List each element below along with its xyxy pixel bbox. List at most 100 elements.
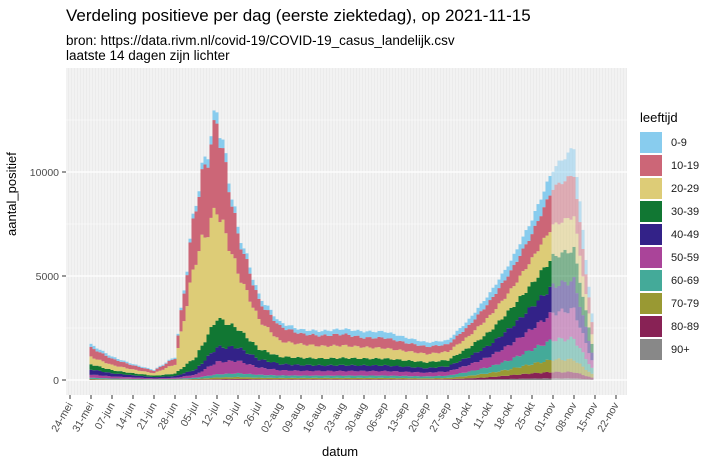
bar-segment [479, 324, 483, 340]
bar-segment [584, 294, 588, 311]
bar-segment [353, 345, 357, 358]
bar-segment [584, 310, 588, 327]
bar-segment [230, 345, 234, 361]
bar-segment [203, 378, 207, 380]
bar-segment [254, 367, 258, 375]
bar-segment [362, 378, 366, 380]
bar-segment [563, 181, 567, 219]
bar-segment [263, 377, 267, 380]
bar-segment [224, 361, 228, 374]
bar-segment [443, 351, 447, 361]
bar-segment [470, 362, 474, 371]
bar-segment [305, 370, 309, 376]
bar-segment [581, 352, 585, 367]
bar-segment [230, 377, 234, 380]
bar-segment [407, 338, 411, 344]
bar-segment [518, 296, 522, 318]
bar-segment [212, 110, 216, 121]
bar-segment [428, 367, 432, 373]
bar-segment [287, 341, 291, 357]
bar-segment [491, 313, 495, 330]
bar-segment [530, 351, 534, 365]
bar-segment [125, 372, 129, 375]
bar-segment [356, 379, 360, 380]
bar-segment [449, 370, 453, 375]
bar-segment [386, 378, 390, 380]
bar-segment [152, 370, 156, 371]
bar-segment [293, 332, 297, 345]
bar-segment [560, 308, 564, 339]
bar-segment [371, 370, 375, 376]
bar-segment [590, 377, 594, 380]
bar-segment [545, 199, 549, 236]
bar-segment [539, 199, 543, 217]
bar-segment [191, 370, 195, 376]
bar-segment [461, 366, 465, 373]
bar-segment [209, 327, 213, 354]
bar-segment [122, 378, 126, 380]
bar-segment [281, 364, 285, 371]
bar-segment [116, 366, 120, 372]
bar-segment [380, 377, 384, 380]
legend-label: 50-59 [671, 251, 700, 264]
bar-segment [467, 371, 471, 376]
bar-segment [95, 365, 99, 371]
bar-segment [188, 242, 192, 283]
bar-segment [323, 379, 327, 380]
bar-segment [563, 218, 567, 250]
bar-segment [260, 324, 264, 351]
bar-segment [470, 375, 474, 379]
bar-segment [569, 219, 573, 253]
bar-segment [515, 249, 519, 262]
bar-segment [548, 312, 552, 340]
bar-segment [101, 372, 105, 376]
bar-segment [95, 348, 99, 352]
bar-segment [530, 220, 534, 235]
bar-segment [503, 316, 507, 333]
bar-segment [440, 360, 444, 367]
bar-segment [326, 370, 330, 376]
bar-segment [161, 365, 165, 370]
bar-segment [200, 363, 204, 372]
bar-segment [590, 367, 594, 374]
bar-segment [560, 338, 564, 361]
bar-segment [434, 379, 438, 380]
bar-segment [491, 354, 495, 366]
bar-segment [206, 237, 210, 335]
bar-segment [278, 379, 282, 380]
bar-segment [344, 365, 348, 372]
bar-segment [500, 362, 504, 371]
bar-segment [536, 344, 540, 363]
bar-segment [467, 375, 471, 379]
bar-segment [563, 159, 567, 182]
bar-segment [476, 377, 480, 380]
bar-segment [374, 347, 378, 358]
bar-segment [485, 357, 489, 369]
bar-segment [581, 315, 585, 334]
bar-segment [287, 329, 291, 342]
bar-segment [269, 369, 273, 375]
bar-segment [107, 376, 111, 379]
bar-segment [359, 359, 363, 366]
bar-segment [92, 365, 96, 371]
bar-segment [122, 374, 126, 378]
bar-segment [89, 364, 93, 370]
bar-segment [311, 329, 315, 334]
bar-segment [527, 378, 531, 380]
bar-segment [221, 347, 225, 363]
bar-segment [158, 366, 162, 371]
bar-segment [428, 376, 432, 379]
bar-segment [377, 336, 381, 348]
bar-segment [113, 378, 117, 380]
bar-segment [533, 253, 537, 282]
bar-segment [170, 378, 174, 380]
bar-segment [188, 375, 192, 379]
bar-segment [578, 363, 582, 374]
bar-segment [578, 327, 582, 349]
bar-segment [443, 366, 447, 373]
bar-segment [140, 374, 144, 376]
bar-segment [560, 252, 564, 281]
bar-segment [125, 374, 129, 378]
bar-segment [512, 265, 516, 287]
bar-segment [257, 349, 261, 361]
